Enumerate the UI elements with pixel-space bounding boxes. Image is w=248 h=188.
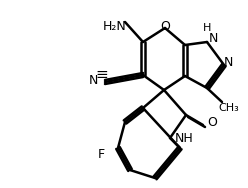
Text: O: O bbox=[160, 20, 170, 33]
Text: ≡: ≡ bbox=[96, 67, 108, 82]
Text: H₂N: H₂N bbox=[102, 20, 126, 33]
Text: CH₃: CH₃ bbox=[218, 103, 239, 113]
Text: H: H bbox=[203, 23, 211, 33]
Text: F: F bbox=[98, 149, 105, 161]
Text: N: N bbox=[88, 74, 98, 86]
Text: N: N bbox=[223, 55, 233, 68]
Text: NH: NH bbox=[175, 131, 194, 145]
Text: O: O bbox=[207, 115, 217, 129]
Text: N: N bbox=[208, 32, 218, 45]
